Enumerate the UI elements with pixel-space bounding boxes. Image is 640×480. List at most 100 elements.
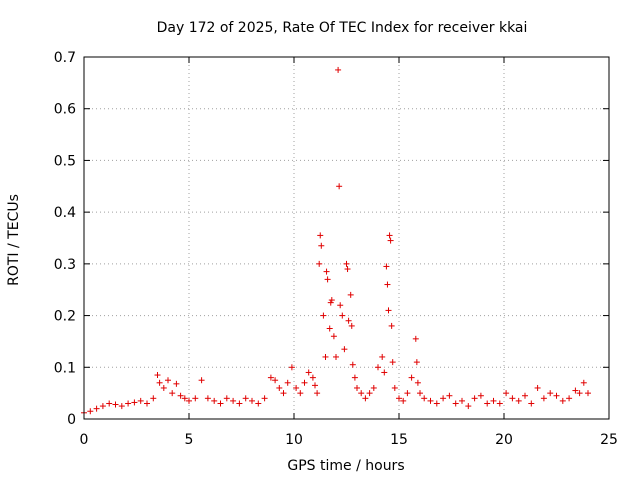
data-point [341,346,348,353]
data-point [99,403,106,410]
y-tick-labels: 0 0.1 0.2 0.3 0.4 0.5 0.6 0.7 [54,50,76,428]
data-point [484,400,491,407]
data-point [471,395,478,402]
data-point [192,395,199,402]
data-point [301,379,308,386]
data-point [417,390,423,397]
data-point [347,291,354,298]
data-point [327,299,334,306]
data-point [477,392,484,399]
data-point [297,390,304,397]
data-point [387,237,394,244]
data-point [413,359,420,366]
data-point [87,408,94,415]
data-point [396,395,402,402]
data-point [348,322,355,329]
data-point [204,395,211,402]
data-point [156,379,163,386]
x-tick-label: 0 [80,432,89,448]
x-tick-label: 5 [185,432,194,448]
data-point [452,400,459,407]
data-point [314,390,321,397]
data-point [186,397,192,404]
x-tick-label: 25 [600,432,618,448]
x-axis-label: GPS time / hours [287,458,404,474]
data-point [389,359,396,366]
data-point [421,395,428,402]
data-point [276,384,283,391]
y-tick-label: 0.6 [54,102,76,118]
data-point [547,390,554,397]
data-point [305,369,312,376]
chart-title: Day 172 of 2025, Rate Of TEC Index for r… [157,20,528,36]
data-point [280,390,287,397]
data-point [320,312,327,319]
data-point [553,392,560,399]
data-point [317,232,324,239]
data-point [198,377,205,384]
data-point [223,395,230,402]
data-point [515,397,522,404]
data-point [339,312,346,319]
data-point [118,403,125,410]
data-point [459,397,465,404]
data-point [255,400,262,407]
data-point [181,395,188,402]
data-point [375,364,381,371]
data-point [412,335,419,342]
data-point [528,400,535,407]
y-axis-label: ROTI / TECUs [6,194,22,286]
data-point [160,384,167,391]
data-point [414,379,421,386]
data-point [391,384,398,391]
data-point [386,232,393,239]
data-point [230,397,237,404]
data-point [383,263,390,270]
x-tick-labels: 0 5 10 15 20 25 [80,432,618,448]
grid-lines [84,57,609,419]
data-point [249,397,255,404]
data-point [344,266,351,273]
data-point [446,392,453,399]
data-point [354,384,360,391]
data-point [566,395,573,402]
data-point [326,325,333,332]
data-point [404,390,411,397]
data-point [490,397,497,404]
data-point [345,317,352,324]
data-point [534,384,541,391]
data-point [379,353,386,360]
data-point [309,374,316,381]
x-tick-label: 10 [285,432,303,448]
data-point [580,379,587,386]
y-tick-label: 0.4 [54,205,76,221]
data-point [177,392,184,399]
y-tick-label: 0 [67,412,76,428]
y-tick-label: 0.5 [54,153,76,169]
data-point [272,377,279,384]
data-point [343,260,350,267]
x-tick-label: 20 [495,432,513,448]
data-point [540,395,547,402]
data-point [370,384,377,391]
data-point [316,260,323,267]
data-point [496,400,503,407]
data-point [267,374,274,381]
data-point [349,361,356,368]
data-point [137,397,144,404]
data-point [242,395,249,402]
data-point [112,401,119,408]
data-point [366,390,373,397]
data-point [330,333,337,340]
data-point [559,397,566,404]
y-tick-label: 0.7 [54,50,76,66]
data-point [572,387,579,394]
data-point [385,307,392,314]
data-point [328,297,335,304]
data-point [236,400,243,407]
data-point [585,390,591,397]
data-point [351,374,358,381]
data-point [173,380,180,387]
data-point [211,397,218,404]
